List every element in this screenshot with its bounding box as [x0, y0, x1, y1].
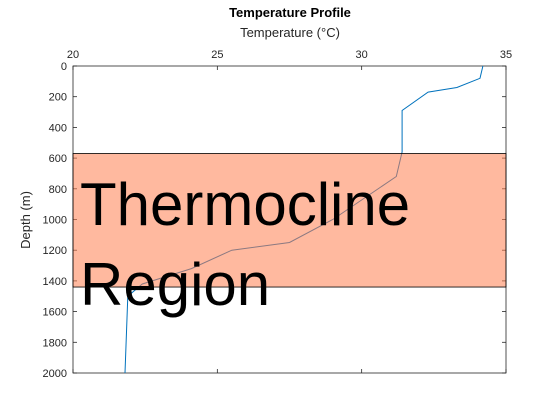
x-tick-label: 30	[356, 49, 368, 61]
chart-title: Temperature Profile	[229, 5, 351, 20]
y-tick-label: 1400	[43, 276, 67, 288]
y-tick-label: 200	[49, 92, 67, 104]
y-tick-label: 400	[49, 122, 67, 134]
y-tick-label: 1600	[43, 307, 67, 319]
x-tick-label: 35	[500, 49, 512, 61]
thermocline-region-label: Thermocline	[80, 171, 410, 238]
y-axis-label: Depth (m)	[18, 191, 33, 249]
y-tick-label: 1000	[43, 215, 67, 227]
thermocline-region-highlight	[72, 153, 507, 288]
x-axis-label: Temperature (°C)	[240, 25, 340, 40]
y-tick-label: 600	[49, 153, 67, 165]
x-tick-label: 25	[211, 49, 223, 61]
y-tick-label: 800	[49, 184, 67, 196]
y-tick-label: 1200	[43, 245, 67, 257]
y-tick-label: 2000	[43, 368, 67, 380]
x-tick-label: 20	[67, 49, 79, 61]
thermocline-region-label: Region	[80, 251, 270, 318]
y-tick-label: 1800	[43, 337, 67, 349]
y-tick-label: 0	[61, 61, 67, 73]
